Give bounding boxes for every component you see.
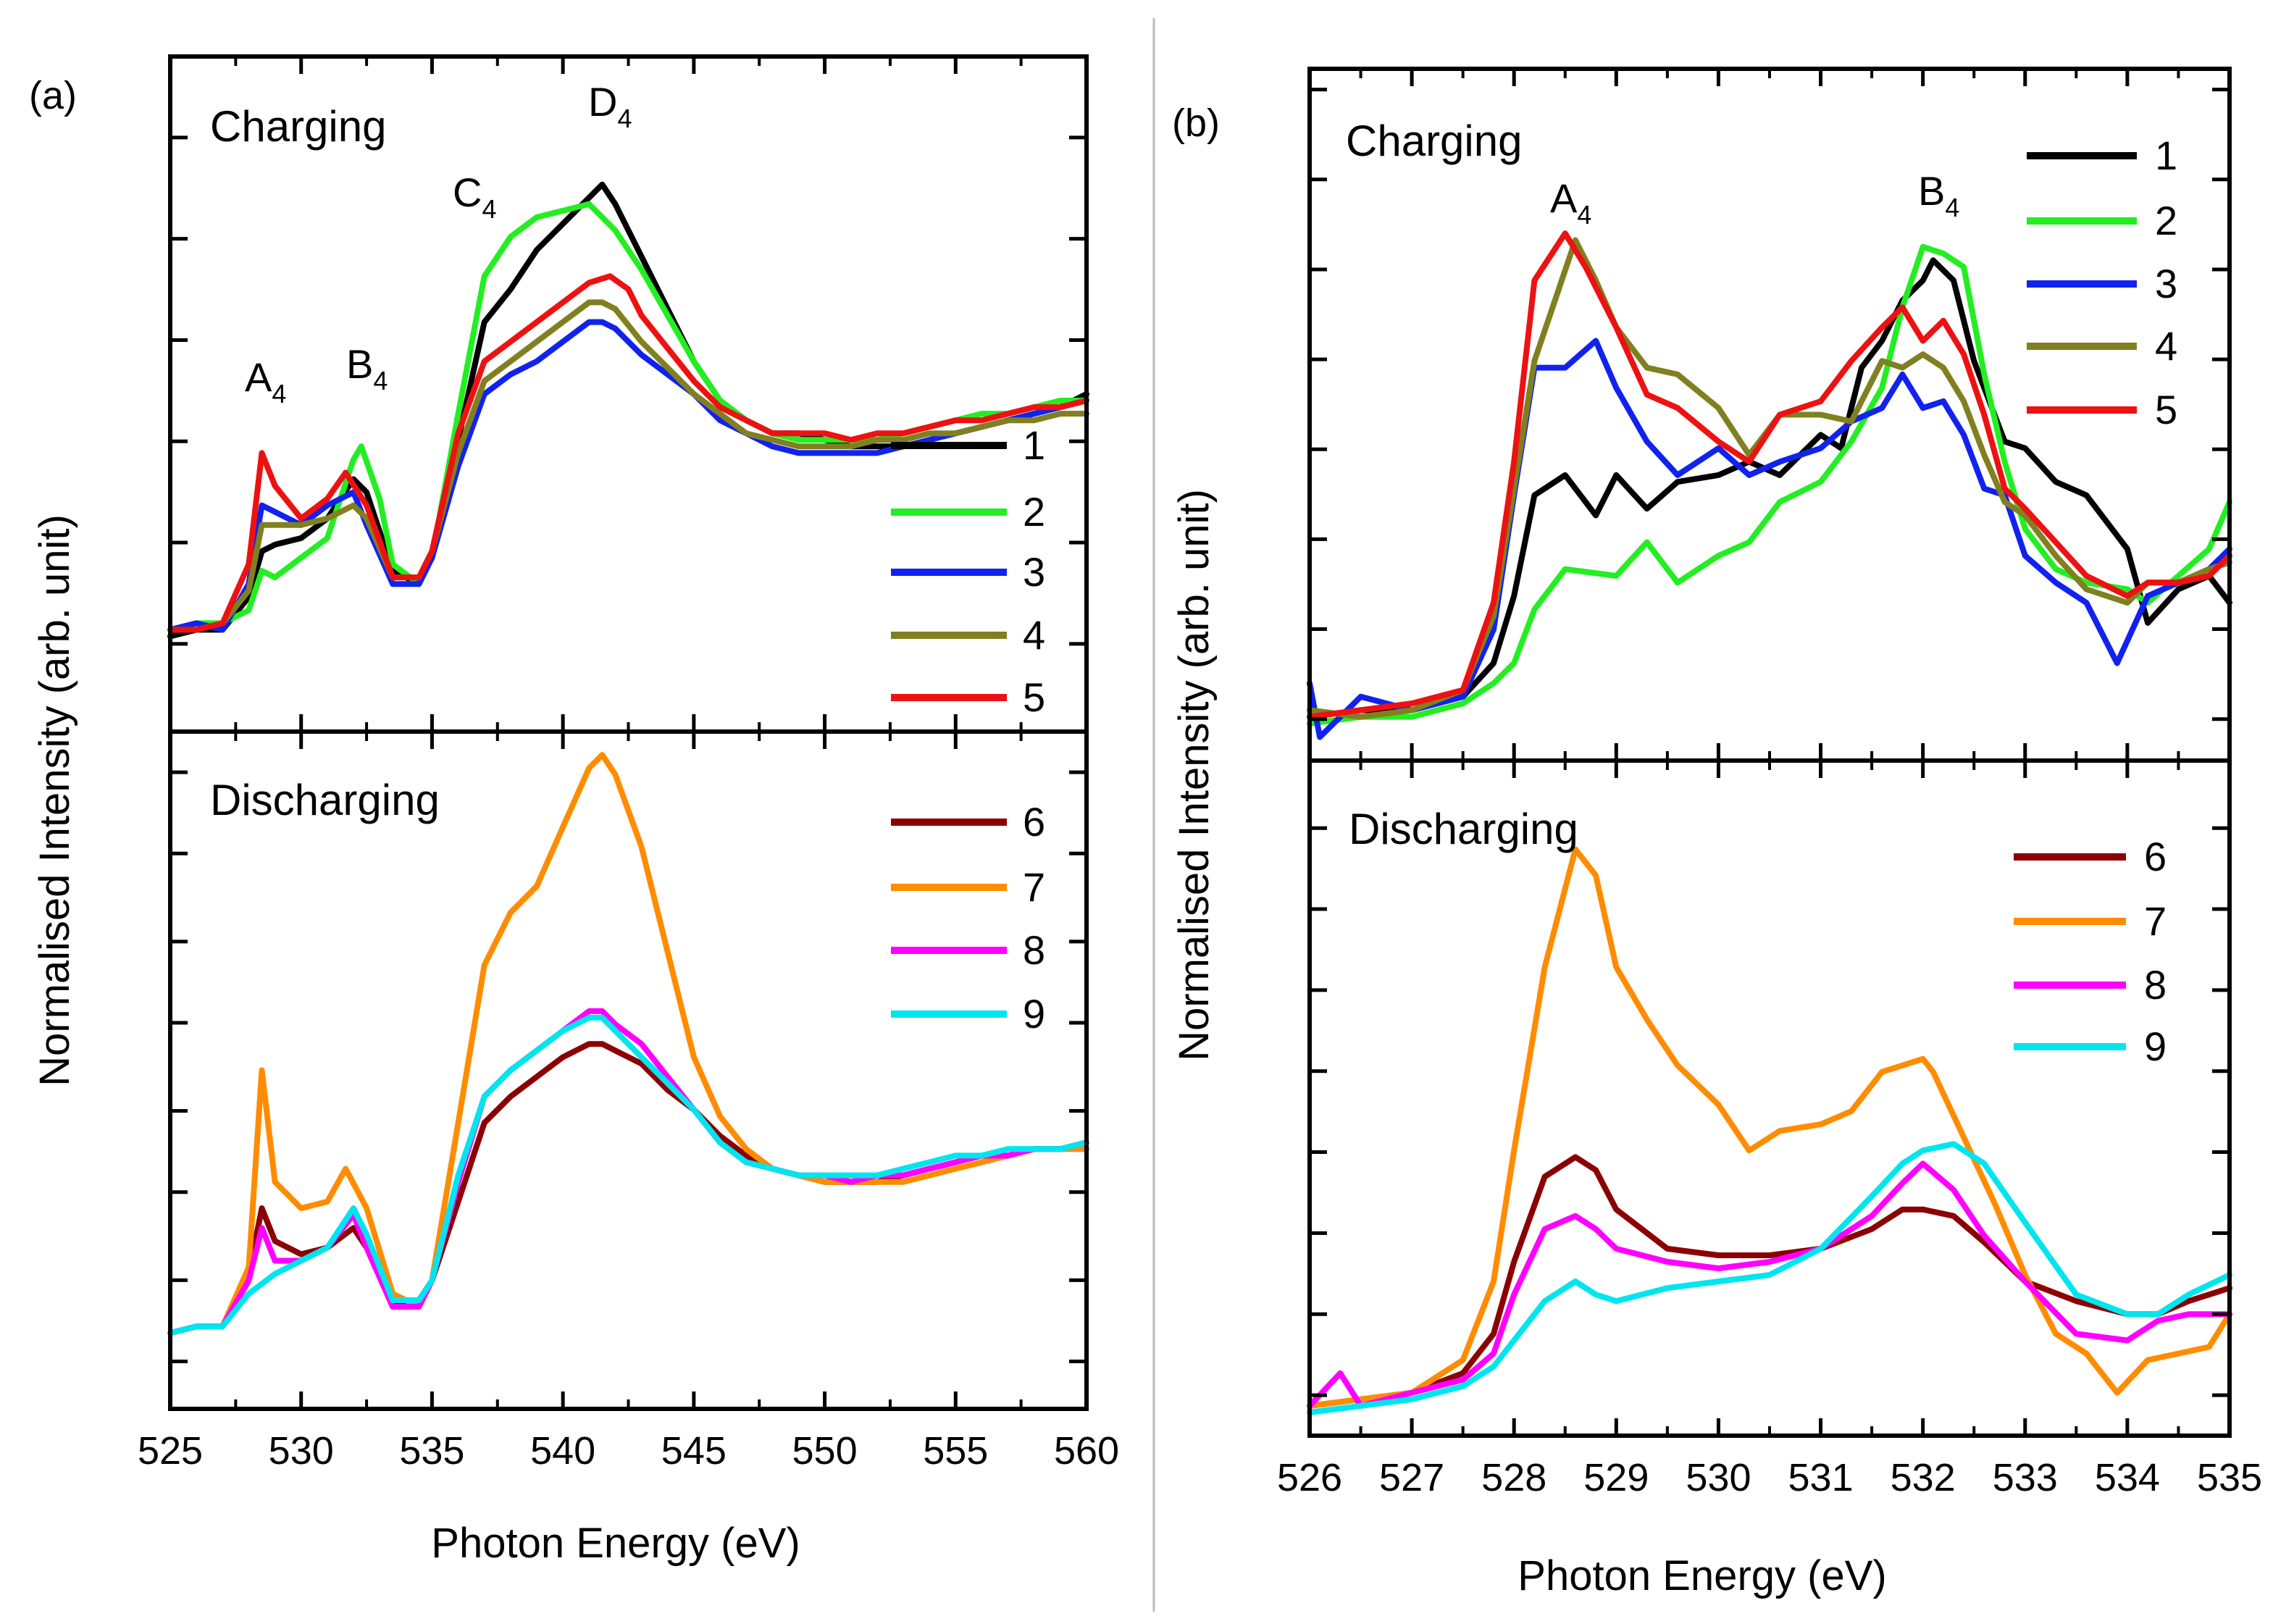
panel-a-charging-title: Charging: [210, 102, 387, 151]
legend-b-label-3: 3: [2155, 261, 2177, 306]
panel-a-discharging-title: Discharging: [210, 776, 440, 824]
series-line-b-6: [1307, 1154, 2232, 1409]
panel-a-charging-annotations: A4 B4 C4 D4: [245, 79, 632, 409]
panel-a-discharging-series-group: [167, 752, 1089, 1336]
x-tick-label: 527: [1379, 1456, 1444, 1499]
annotation-b4: B4: [346, 341, 388, 395]
panel-b-discharging-series-group: [1307, 846, 2232, 1415]
panel-b: (b) Normalised Intensity (arb. unit) Pho…: [1171, 67, 2262, 1599]
annotation-d4-sub: 4: [617, 104, 632, 133]
panel-b-discharging-subplot: Discharging 6 7 8 9: [1307, 758, 2232, 1438]
panel-b-charging-subplot: Charging A4 B4 1 2 3 4 5: [1307, 67, 2232, 763]
panel-a-y-axis-label: Normalised Intensity (arb. unit): [31, 514, 78, 1087]
series-line-b-5: [1307, 230, 2232, 720]
panel-a-charging-legend: 1 2 3 4 5: [891, 422, 1045, 720]
annotation-a4: A4: [245, 354, 286, 409]
legend-a-label-2: 2: [1023, 489, 1045, 535]
x-tick-label: 530: [269, 1429, 334, 1473]
annotation-b4-base: B: [346, 341, 373, 387]
annotation-c4: C4: [453, 169, 496, 224]
annotation-d4: D4: [588, 79, 632, 133]
annotation-b-b4-sub: 4: [1945, 193, 1959, 222]
x-tick-label: 555: [923, 1429, 988, 1473]
legend-b-label-7: 7: [2144, 898, 2167, 944]
series-line-b-9: [1307, 1141, 2232, 1415]
legend-a-label-9: 9: [1023, 991, 1045, 1037]
x-tick-label: 530: [1686, 1456, 1751, 1499]
series-line-b-4: [1307, 237, 2232, 720]
x-tick-label: 540: [530, 1429, 595, 1473]
panel-b-discharging-legend: 6 7 8 9: [2014, 834, 2167, 1069]
panel-b-charging-title: Charging: [1346, 117, 1523, 165]
x-tick-label: 526: [1277, 1456, 1342, 1499]
panel-b-y-axis-label: Normalised Intensity (arb. unit): [1171, 489, 1218, 1061]
legend-a-label-4: 4: [1023, 612, 1045, 658]
panel-a-x-axis-label: Photon Energy (eV): [431, 1520, 800, 1567]
legend-a-label-8: 8: [1023, 927, 1045, 973]
annotation-d4-base: D: [588, 79, 617, 125]
annotation-b-b4-base: B: [1918, 168, 1945, 214]
panel-a-discharging-frame: [168, 729, 1089, 1411]
annotation-a4-base: A: [245, 354, 272, 400]
annotation-c4-sub: 4: [482, 194, 496, 224]
legend-a-label-5: 5: [1023, 674, 1045, 720]
x-tick-label: 525: [138, 1429, 203, 1473]
legend-b-label-8: 8: [2144, 962, 2167, 1008]
panel-a-label: (a): [29, 74, 77, 117]
panel-b-discharging-title: Discharging: [1349, 805, 1578, 853]
series-line-a-7: [167, 752, 1089, 1336]
legend-a-label-7: 7: [1023, 864, 1045, 910]
x-tick-label: 532: [1891, 1456, 1956, 1499]
annotation-b-a4: A4: [1550, 175, 1591, 230]
panel-a-discharging-legend: 6 7 8 9: [891, 799, 1045, 1037]
series-line-a-9: [167, 1014, 1089, 1336]
annotation-c4-base: C: [453, 169, 482, 215]
panel-b-charging-annotations: A4 B4: [1550, 168, 1959, 230]
panel-b-charging-series-group: [1307, 230, 2232, 740]
x-tick-label: 534: [2095, 1456, 2160, 1499]
x-tick-label: 550: [792, 1429, 858, 1473]
x-tick-label: 535: [2197, 1456, 2262, 1499]
x-tick-label: 560: [1054, 1429, 1119, 1473]
legend-b-label-6: 6: [2144, 834, 2167, 879]
series-line-a-4: [167, 299, 1089, 633]
legend-a-label-3: 3: [1023, 549, 1045, 595]
x-tick-label: 529: [1583, 1456, 1649, 1499]
panel-b-x-tick-labels: 526 527 528 529 530 531 532 533 534 535: [1277, 1456, 2262, 1499]
panel-a-charging-ticks: [168, 56, 1089, 732]
panel-b-x-axis-label: Photon Energy (eV): [1518, 1552, 1886, 1599]
panel-a-discharging-subplot: Discharging 6 7 8 9: [167, 729, 1089, 1411]
x-tick-label: 545: [661, 1429, 727, 1473]
panel-a-x-tick-labels: 525 530 535 540 545 550 555 560: [138, 1429, 1119, 1473]
legend-a-label-6: 6: [1023, 799, 1045, 845]
x-tick-label: 531: [1788, 1456, 1854, 1499]
x-tick-label: 528: [1481, 1456, 1546, 1499]
x-tick-label: 533: [1993, 1456, 2058, 1499]
series-line-b-8: [1307, 1160, 2232, 1409]
series-line-b-1: [1307, 257, 2232, 720]
x-tick-label: 535: [399, 1429, 464, 1473]
annotation-b-a4-sub: 4: [1577, 200, 1591, 230]
panel-b-label: (b): [1172, 101, 1220, 145]
series-line-b-2: [1307, 243, 2232, 727]
legend-b-label-2: 2: [2155, 198, 2177, 243]
annotation-b4-sub: 4: [373, 366, 388, 395]
panel-b-discharging-frame: [1307, 758, 2232, 1438]
series-line-a-5: [167, 273, 1089, 633]
annotation-a4-sub: 4: [272, 379, 286, 409]
panel-b-charging-legend: 1 2 3 4 5: [2027, 133, 2177, 432]
annotation-b-b4: B4: [1918, 168, 1959, 222]
legend-b-label-4: 4: [2155, 323, 2177, 369]
legend-b-label-5: 5: [2155, 387, 2177, 432]
annotation-b-a4-base: A: [1550, 175, 1578, 221]
legend-b-label-1: 1: [2155, 133, 2177, 178]
legend-b-label-9: 9: [2144, 1024, 2167, 1069]
legend-a-label-1: 1: [1023, 422, 1045, 468]
series-line-b-7: [1307, 846, 2232, 1409]
panel-a: (a) Normalised Intensity (arb. unit) Pho…: [29, 54, 1119, 1567]
